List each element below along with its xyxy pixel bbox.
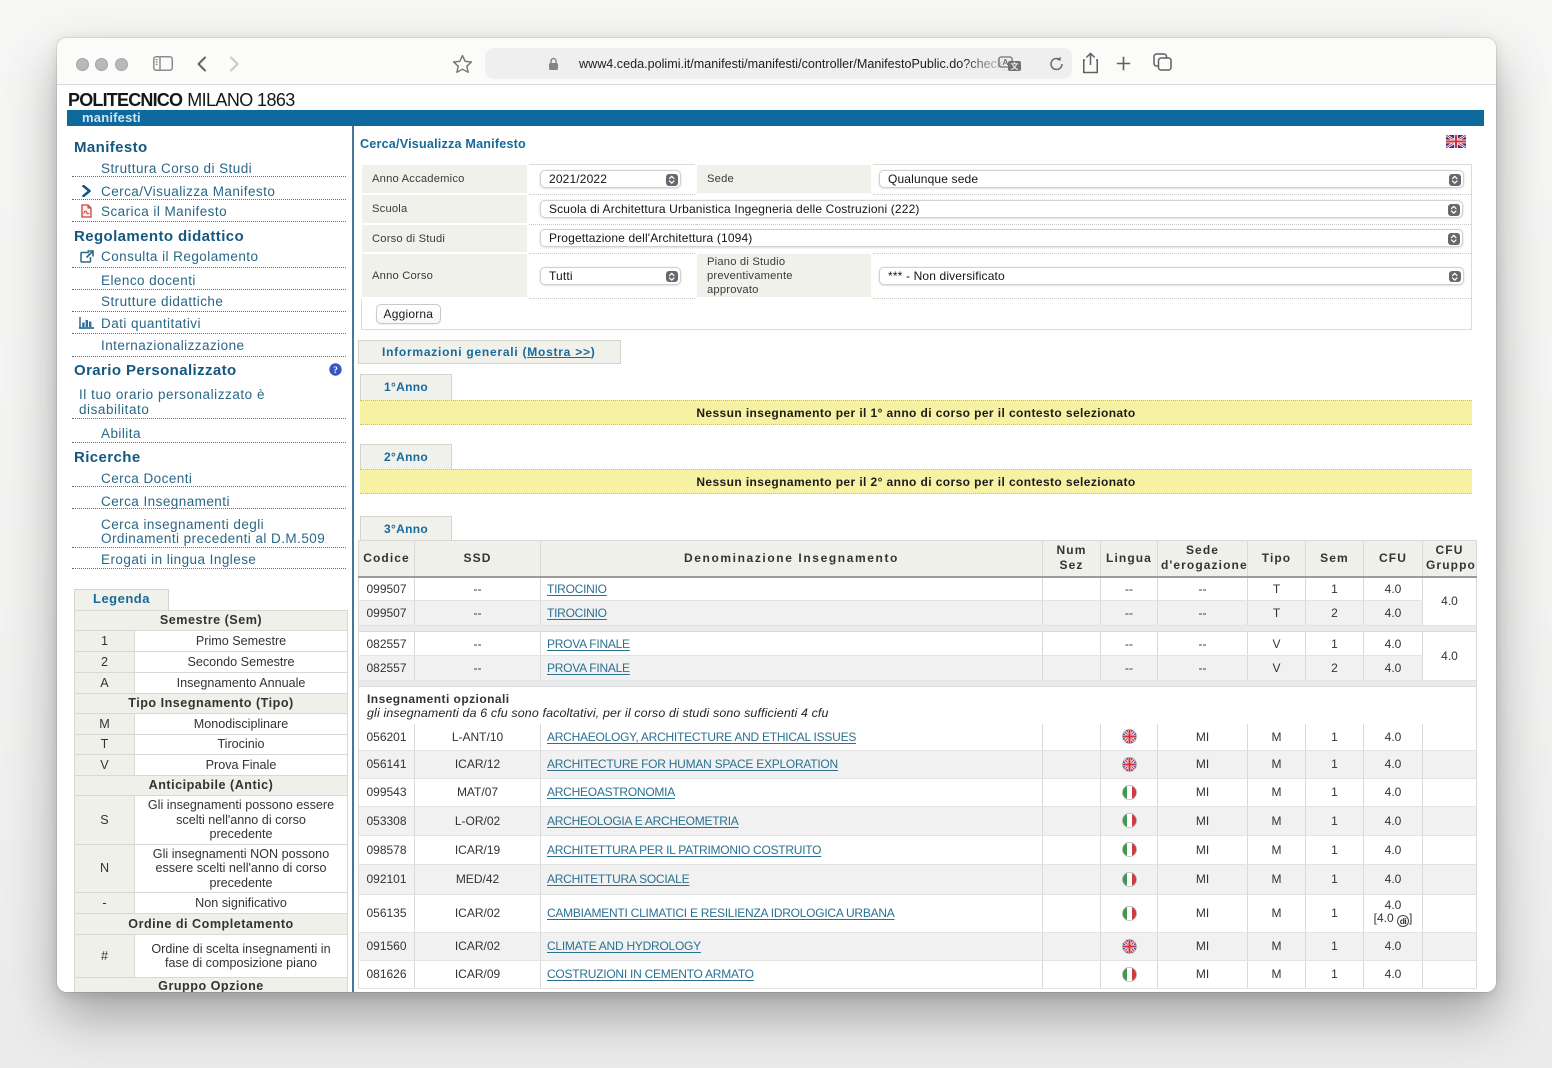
svg-text:文: 文 <box>1011 61 1020 71</box>
svg-text:A: A <box>1002 57 1008 67</box>
svg-text:?: ? <box>333 366 338 376</box>
